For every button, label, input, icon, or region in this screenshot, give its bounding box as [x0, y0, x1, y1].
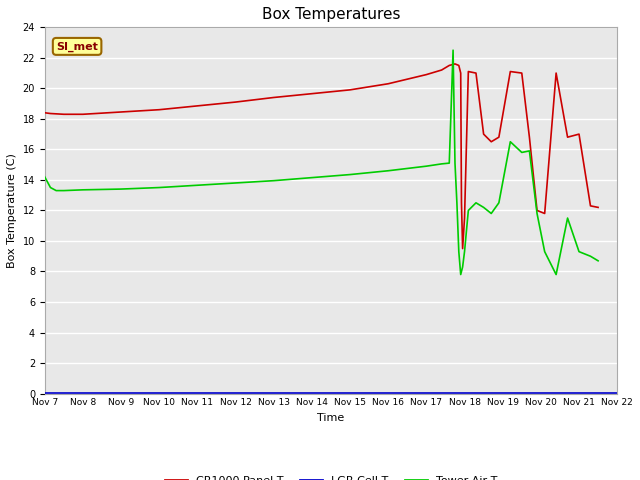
- X-axis label: Time: Time: [317, 413, 344, 423]
- Legend: CR1000 Panel T, LGR Cell T, Tower Air T: CR1000 Panel T, LGR Cell T, Tower Air T: [160, 472, 502, 480]
- Title: Box Temperatures: Box Temperatures: [262, 7, 400, 22]
- Y-axis label: Box Temperature (C): Box Temperature (C): [7, 153, 17, 268]
- Text: SI_met: SI_met: [56, 41, 98, 51]
